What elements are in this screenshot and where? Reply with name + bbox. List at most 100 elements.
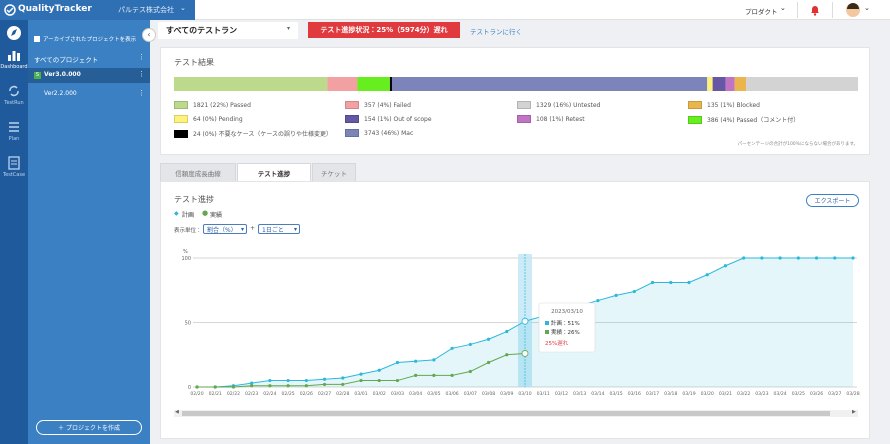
result-segment xyxy=(389,77,392,91)
icon xyxy=(8,51,20,61)
legend-item: 24 (0%) 不要なケース（ケースの誤りや仕様変更） xyxy=(174,129,332,138)
testrun-select[interactable]: すべてのテストラン xyxy=(158,22,298,39)
series-point xyxy=(705,273,709,277)
all-projects[interactable]: すべてのプロジェクト xyxy=(34,56,99,64)
unit-select[interactable]: 割合（%） ▾ xyxy=(203,224,247,234)
result-segment xyxy=(725,77,735,91)
tooltip-line: 計画：51% xyxy=(551,319,580,327)
nav-testcase[interactable]: TestCase xyxy=(0,156,28,178)
status-badge: テスト進捗状況：25%（5974分）遅れ xyxy=(308,22,460,38)
series-point xyxy=(231,385,236,389)
series-point xyxy=(341,382,345,387)
menu-dots[interactable]: ⋮ xyxy=(138,70,145,78)
checkbox[interactable] xyxy=(34,36,40,42)
x-tick-label: 02/25 xyxy=(281,391,294,397)
project-name: Ver3.0.000 xyxy=(44,71,81,78)
scrollbar-thumb[interactable] xyxy=(182,411,830,416)
avatar[interactable] xyxy=(846,3,860,17)
legend-item: 64 (0%) Pending xyxy=(174,115,243,123)
nav-label: TestCase xyxy=(2,172,26,178)
project-name[interactable]: Ver2.2.000 xyxy=(44,90,77,97)
project-icon: S xyxy=(34,72,41,79)
series-point xyxy=(833,256,837,260)
company-menu[interactable]: パルテス株式会社 xyxy=(118,6,174,14)
icon xyxy=(9,122,19,132)
plus: + xyxy=(250,225,256,232)
series-point xyxy=(414,373,418,377)
project-row-selected[interactable] xyxy=(28,68,150,83)
menu-dots[interactable]: ⋮ xyxy=(138,53,145,61)
legend-swatch xyxy=(517,115,531,123)
x-tick-label: 03/08 xyxy=(482,391,495,397)
scroll-right[interactable]: ▶ xyxy=(852,409,856,415)
x-tick-label: 03/24 xyxy=(773,391,786,397)
caret: ▾ xyxy=(240,225,244,233)
legend-label: 3743 (46%) Mac xyxy=(364,129,414,137)
result-segment xyxy=(391,77,708,91)
testrun-link[interactable]: テストランに行く xyxy=(470,28,522,36)
bell-icon[interactable] xyxy=(810,4,820,16)
result-segment xyxy=(327,77,358,91)
result-segment xyxy=(734,77,747,91)
series-point xyxy=(450,346,454,350)
legend-label: 1821 (22%) Passed xyxy=(193,101,251,109)
series-point xyxy=(796,256,800,260)
x-tick-label: 03/28 xyxy=(846,391,859,397)
hover-marker xyxy=(521,350,529,357)
logo: QualityTracker xyxy=(18,4,92,14)
tab[interactable]: 信頼度成長曲線 xyxy=(160,163,236,181)
x-tick-label: 03/12 xyxy=(555,391,568,397)
tab[interactable]: チケット xyxy=(312,163,356,181)
x-tick-label: 03/15 xyxy=(609,391,622,397)
series-point xyxy=(468,369,472,374)
legend-label: 108 (1%) Retest xyxy=(536,115,585,123)
series-point xyxy=(505,329,509,334)
nav-dashboard[interactable]: Dashboard xyxy=(0,48,28,70)
legend-item: 108 (1%) Retest xyxy=(517,115,585,123)
series-point xyxy=(851,256,855,260)
x-tick-label: 02/28 xyxy=(336,391,349,397)
archive-label: アーカイブされたプロジェクトを表示 xyxy=(43,37,137,43)
divider xyxy=(797,2,798,18)
compass-icon[interactable] xyxy=(6,25,22,41)
export-button[interactable]: エクスポート xyxy=(806,194,859,207)
interval-select[interactable]: 1日ごと ▾ xyxy=(258,224,300,234)
x-tick-label: 03/20 xyxy=(701,391,714,397)
select-text: 割合（%） xyxy=(207,226,237,234)
menu-dots[interactable]: ⋮ xyxy=(138,89,145,97)
y-axis-label: % xyxy=(183,249,188,255)
nav-label: Plan xyxy=(8,136,20,142)
series-point xyxy=(395,360,400,365)
series-point xyxy=(377,378,381,383)
series-point xyxy=(304,384,308,388)
scroll-left[interactable]: ◀ xyxy=(175,409,179,415)
product-menu[interactable]: プロダクト xyxy=(745,8,778,16)
x-tick-label: 03/09 xyxy=(500,391,513,397)
series-point xyxy=(505,353,509,357)
tab-active[interactable]: テスト進捗 xyxy=(237,163,311,182)
display-unit-label: 表示単位： xyxy=(174,228,202,234)
chevron: ⌄ xyxy=(864,4,870,12)
create-project-button[interactable]: ＋ プロジェクトを作成 xyxy=(36,420,142,435)
legend-label: 1329 (16%) Untested xyxy=(536,101,601,109)
nav-testrun[interactable]: TestRun xyxy=(0,84,28,106)
collapse-button[interactable]: ‹ xyxy=(142,28,156,42)
nav-rail xyxy=(0,20,28,444)
legend-swatch xyxy=(345,101,359,109)
legend-label: 135 (1%) Blocked xyxy=(707,101,760,109)
legend-item: 386 (4%) Passed（コメント付） xyxy=(688,115,799,124)
x-tick-label: 03/03 xyxy=(391,391,404,397)
series-point xyxy=(322,382,327,387)
nav-label: Dashboard xyxy=(0,64,28,70)
tooltip-swatch xyxy=(545,330,549,334)
caret: ▾ xyxy=(293,225,297,233)
result-segment xyxy=(712,77,726,91)
results-card xyxy=(160,47,870,155)
nav-plan[interactable]: Plan xyxy=(0,120,28,142)
series-point xyxy=(268,384,272,388)
x-tick-label: 03/14 xyxy=(591,391,604,397)
legend-swatch xyxy=(174,115,188,123)
x-tick-label: 03/07 xyxy=(464,391,477,397)
x-tick-label: 03/02 xyxy=(373,391,386,397)
